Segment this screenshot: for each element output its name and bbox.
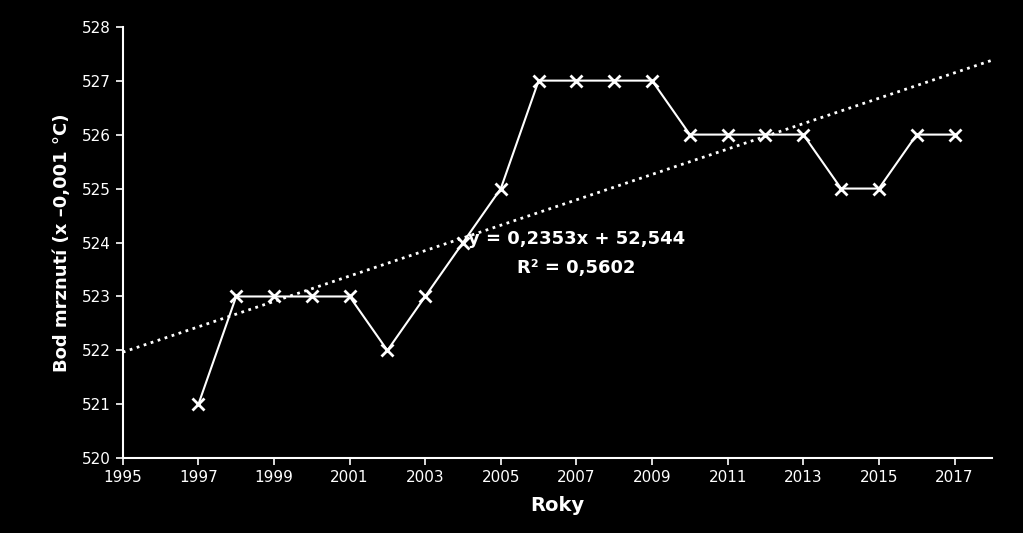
X-axis label: Roky: Roky <box>531 496 584 515</box>
Y-axis label: Bod mrznutí (x –0,001 °C): Bod mrznutí (x –0,001 °C) <box>53 114 71 372</box>
Text: y = 0,2353x + 52,544
R² = 0,5602: y = 0,2353x + 52,544 R² = 0,5602 <box>468 230 685 277</box>
